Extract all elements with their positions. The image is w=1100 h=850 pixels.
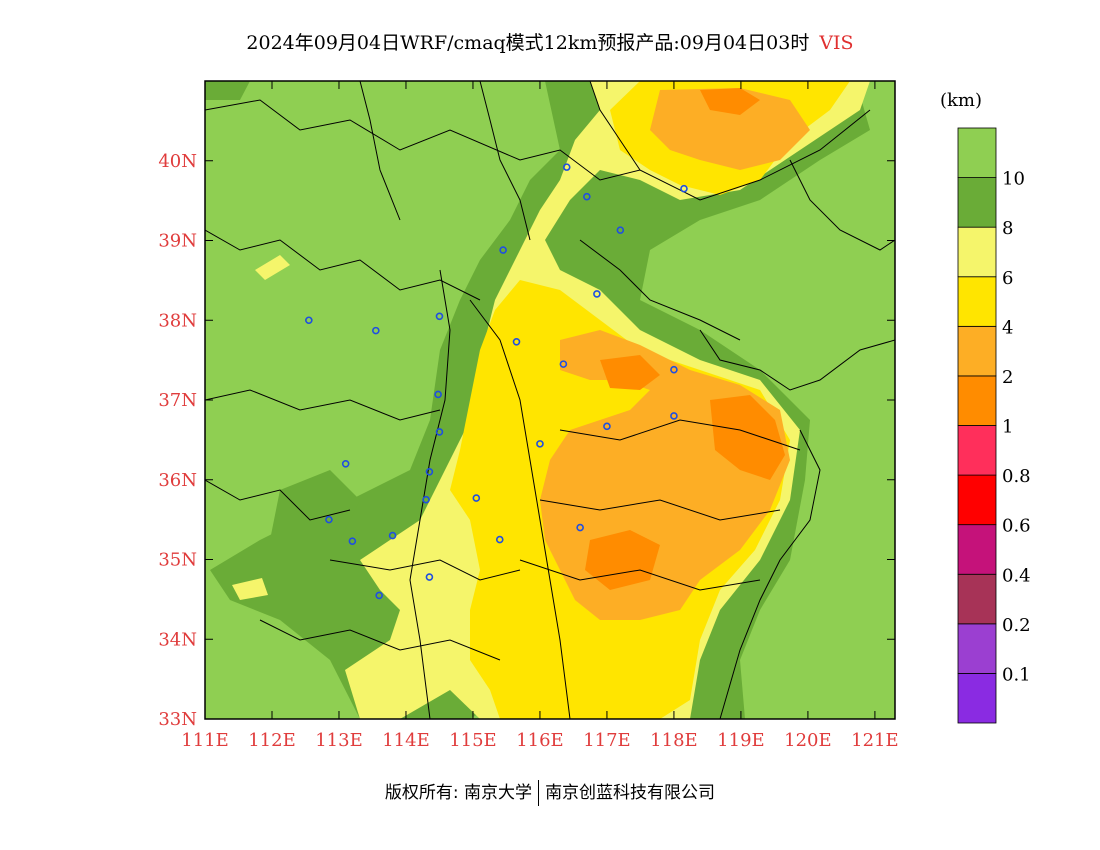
colorbar-swatch [957, 623, 997, 674]
colorbar-label: 1 [1002, 417, 1013, 438]
copyright-right: 南京创蓝科技有限公司 [545, 783, 716, 803]
colorbar-swatch [957, 573, 997, 625]
city-marker [435, 312, 444, 321]
city-marker [325, 515, 333, 524]
city-marker [495, 535, 504, 544]
city-marker [670, 365, 678, 374]
lat-tick-label: 38N [158, 310, 197, 331]
city-marker [593, 290, 601, 298]
city-marker [680, 184, 688, 193]
colorbar-label: 2 [1002, 367, 1013, 388]
title-variable: VIS [819, 32, 854, 54]
city-marker [388, 531, 397, 540]
colorbar-swatch [957, 226, 997, 278]
city-marker [425, 573, 434, 581]
city-marker [499, 246, 507, 254]
colorbar-label: 6 [1002, 268, 1013, 289]
vis-region-1-2 [585, 530, 660, 590]
vis-region-2-4 [650, 88, 810, 170]
city-marker [425, 467, 434, 476]
city-marker [305, 316, 313, 325]
lon-tick-label: 121E [851, 730, 899, 751]
lon-tick-label: 117E [583, 730, 631, 751]
visibility-field [205, 81, 895, 719]
city-marker [472, 494, 481, 502]
city-markers [305, 163, 688, 600]
vis-region-6-8 [255, 255, 290, 280]
city-marker [512, 337, 521, 346]
colorbar-label: 4 [1002, 317, 1013, 338]
latitude-axis: 33N 34N 35N 36N 37N 38N 39N 40N [158, 151, 895, 730]
lat-tick-label: 36N [158, 470, 197, 491]
lon-tick-label: 116E [516, 730, 564, 751]
city-marker [559, 360, 568, 368]
colorbar-swatch [957, 325, 997, 377]
city-marker [341, 459, 350, 468]
city-marker [616, 226, 625, 234]
colorbar-swatch [957, 375, 997, 426]
colorbar-swatch [957, 673, 997, 724]
copyright-left: 版权所有: 南京大学 [384, 783, 533, 803]
vis-region-1-2 [700, 88, 760, 115]
colorbar-label: 0.2 [1002, 615, 1031, 636]
colorbar-label: 0.4 [1002, 565, 1031, 586]
city-marker [583, 192, 591, 201]
lat-tick-label: 40N [158, 151, 197, 172]
boundary-lines [205, 81, 895, 719]
lat-tick-label: 39N [158, 231, 197, 252]
lon-tick-label: 113E [315, 730, 363, 751]
city-marker [603, 422, 611, 431]
city-marker [562, 163, 571, 171]
city-marker [670, 412, 678, 420]
vis-region-8-10 [270, 470, 360, 560]
city-marker [375, 591, 383, 600]
colorbar-label: 0.8 [1002, 466, 1031, 487]
city-marker [576, 523, 584, 532]
colorbar-swatch [957, 276, 997, 327]
lat-tick-label: 35N [158, 550, 197, 571]
colorbar: 0.1 0.2 0.4 0.6 0.8 1 2 4 6 8 10 [957, 127, 1031, 724]
lon-tick-label: 114E [382, 730, 430, 751]
city-marker [434, 390, 442, 399]
vis-region-1-2 [600, 355, 660, 390]
lat-tick-label: 34N [158, 629, 197, 650]
title-main: 2024年09月04日WRF/cmaq模式12km预报产品:09月04日03时 [246, 32, 810, 54]
copyright-footer: 版权所有: 南京大学 南京创蓝科技有限公司 [0, 778, 1100, 806]
colorbar-swatch [957, 474, 997, 526]
colorbar-unit: (km) [940, 90, 983, 111]
vis-region-8-10 [205, 81, 250, 100]
lat-tick-label: 37N [158, 390, 197, 411]
city-marker [422, 495, 430, 504]
colorbar-label: 8 [1002, 218, 1013, 239]
lon-tick-label: 115E [449, 730, 497, 751]
lat-tick-label: 33N [158, 709, 197, 730]
city-marker [372, 326, 380, 335]
lon-tick-label: 120E [784, 730, 832, 751]
lon-tick-label: 111E [181, 730, 229, 751]
colorbar-swatch [957, 177, 997, 228]
city-marker [348, 537, 357, 545]
lon-tick-label: 112E [248, 730, 296, 751]
map-title: 2024年09月04日WRF/cmaq模式12km预报产品:09月04日03时 V… [0, 28, 1100, 55]
colorbar-label: 0.1 [1002, 664, 1031, 685]
colorbar-label: 10 [1002, 169, 1025, 190]
city-marker [536, 440, 544, 448]
longitude-axis: 111E 112E 113E 114E 115E 116E 117E 118E 119E 120E… [181, 81, 899, 751]
colorbar-swatch [957, 127, 997, 178]
colorbar-swatch [957, 524, 997, 575]
vis-region-1-2 [710, 395, 785, 480]
city-marker [435, 428, 444, 436]
vis-region-6-8 [232, 578, 268, 600]
colorbar-swatch [957, 425, 997, 476]
colorbar-label: 0.6 [1002, 516, 1031, 537]
lon-tick-label: 119E [717, 730, 765, 751]
copyright-separator [538, 780, 540, 806]
lon-tick-label: 118E [650, 730, 698, 751]
